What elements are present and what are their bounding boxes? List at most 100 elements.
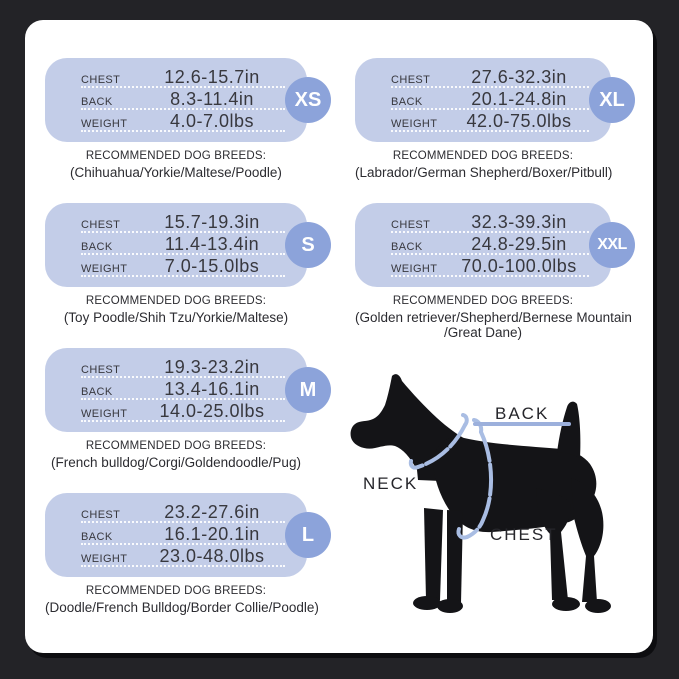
recommended-breeds-m: RECOMMENDED DOG BREEDS: (French bulldog/…: [45, 440, 307, 470]
back-measurement-row: BACK 20.1-24.8in: [391, 88, 589, 110]
chest-measurement-row: CHEST 27.6-32.3in: [391, 66, 589, 88]
diagram-neck-label: NECK: [363, 474, 419, 493]
back-value: 8.3-11.4in: [170, 89, 254, 109]
chest-strap: [465, 430, 493, 539]
chest-strap-end-curl: [456, 527, 469, 540]
back-measurement-row: BACK 24.8-29.5in: [391, 233, 589, 255]
size-chart-card: CHEST 12.6-15.7in BACK 8.3-11.4in WEIGHT…: [25, 20, 653, 653]
size-badge-xs: XS: [285, 77, 331, 123]
size-panel-xxl: CHEST 32.3-39.3in BACK 24.8-29.5in WEIGH…: [355, 203, 635, 287]
size-badge-s: S: [285, 222, 331, 268]
chest-value: 32.3-39.3in: [471, 212, 567, 232]
recommended-title: RECOMMENDED DOG BREEDS:: [392, 150, 574, 162]
back-value: 16.1-20.1in: [164, 524, 260, 544]
weight-measurement-row: WEIGHT 14.0-25.0lbs: [81, 400, 285, 422]
chest-label: CHEST: [391, 74, 431, 86]
neck-strap-end-curl: [408, 459, 420, 470]
weight-label: WEIGHT: [81, 408, 128, 420]
back-value: 11.4-13.4in: [164, 234, 260, 254]
recommended-title: RECOMMENDED DOG BREEDS:: [392, 295, 574, 307]
chest-value: 12.6-15.7in: [164, 67, 260, 87]
weight-measurement-row: WEIGHT 4.0-7.0lbs: [81, 110, 285, 132]
neck-strap-top-curl: [461, 413, 469, 427]
chest-label: CHEST: [81, 364, 121, 376]
weight-label: WEIGHT: [391, 118, 438, 130]
recommended-title: RECOMMENDED DOG BREEDS:: [85, 150, 267, 162]
neck-strap: [416, 423, 467, 469]
weight-measurement-row: WEIGHT 23.0-48.0lbs: [81, 545, 285, 567]
chest-measurement-row: CHEST 12.6-15.7in: [81, 66, 285, 88]
chest-value: 19.3-23.2in: [164, 357, 260, 377]
weight-value: 14.0-25.0lbs: [159, 401, 265, 421]
dog-silhouette-drawing: [350, 374, 611, 613]
breeds-list: (Labrador/German Shepherd/Boxer/Pitbull): [355, 165, 613, 180]
size-panel-xs: CHEST 12.6-15.7in BACK 8.3-11.4in WEIGHT…: [45, 58, 331, 142]
recommended-title: RECOMMENDED DOG BREEDS:: [85, 585, 267, 597]
back-label: BACK: [81, 96, 113, 108]
weight-measurement-row: WEIGHT 70.0-100.0lbs: [391, 255, 589, 277]
weight-value: 7.0-15.0lbs: [164, 256, 260, 276]
back-value: 20.1-24.8in: [471, 89, 567, 109]
weight-value: 42.0-75.0lbs: [466, 111, 572, 131]
size-block-xl: CHEST 27.6-32.3in BACK 20.1-24.8in WEIGH…: [355, 58, 635, 180]
back-measurement-row: BACK 13.4-16.1in: [81, 378, 285, 400]
chest-value: 27.6-32.3in: [471, 67, 567, 87]
recommended-title: RECOMMENDED DOG BREEDS:: [85, 295, 267, 307]
back-label: BACK: [81, 241, 113, 253]
chest-value: 23.2-27.6in: [164, 502, 260, 522]
back-value: 24.8-29.5in: [471, 234, 567, 254]
breeds-list: (Chihuahua/Yorkie/Maltese/Poodle): [70, 165, 282, 180]
size-block-xxl: CHEST 32.3-39.3in BACK 24.8-29.5in WEIGH…: [355, 203, 635, 340]
weight-label: WEIGHT: [81, 553, 128, 565]
chest-label: CHEST: [81, 219, 121, 231]
recommended-breeds-s: RECOMMENDED DOG BREEDS: (Toy Poodle/Shih…: [45, 295, 307, 325]
size-panel-xl: CHEST 27.6-32.3in BACK 20.1-24.8in WEIGH…: [355, 58, 635, 142]
back-value: 13.4-16.1in: [164, 379, 260, 399]
back-measurement-row: BACK 16.1-20.1in: [81, 523, 285, 545]
weight-measurement-row: WEIGHT 42.0-75.0lbs: [391, 110, 589, 132]
recommended-title: RECOMMENDED DOG BREEDS:: [85, 440, 267, 452]
weight-value: 23.0-48.0lbs: [159, 546, 265, 566]
size-block-xs: CHEST 12.6-15.7in BACK 8.3-11.4in WEIGHT…: [45, 58, 331, 180]
chest-label: CHEST: [81, 74, 121, 86]
size-badge-xxl: XXL: [589, 222, 635, 268]
back-measurement-row: BACK 8.3-11.4in: [81, 88, 285, 110]
weight-label: WEIGHT: [81, 118, 128, 130]
chest-label: CHEST: [81, 509, 121, 521]
breeds-list-line2: /Great Dane): [443, 325, 523, 340]
size-panel-l: CHEST 23.2-27.6in BACK 16.1-20.1in WEIGH…: [45, 493, 331, 577]
recommended-breeds-xxl: RECOMMENDED DOG BREEDS: (Golden retrieve…: [355, 295, 632, 340]
chest-measurement-row: CHEST 32.3-39.3in: [391, 211, 589, 233]
back-label: BACK: [391, 241, 423, 253]
diagram-chest-label: CHEST: [490, 525, 558, 544]
back-label: BACK: [81, 531, 113, 543]
recommended-breeds-l: RECOMMENDED DOG BREEDS: (Doodle/French B…: [45, 585, 319, 615]
weight-value: 70.0-100.0lbs: [461, 256, 577, 276]
breeds-list-line1: (Golden retriever/Shepherd/Bernese Mount…: [355, 310, 632, 325]
chest-measurement-row: CHEST 19.3-23.2in: [81, 356, 285, 378]
weight-measurement-row: WEIGHT 7.0-15.0lbs: [81, 255, 285, 277]
size-badge-l: L: [285, 512, 331, 558]
breeds-list: (Toy Poodle/Shih Tzu/Yorkie/Maltese): [63, 310, 289, 325]
size-badge-xl: XL: [589, 77, 635, 123]
back-label: BACK: [81, 386, 113, 398]
size-block-m: CHEST 19.3-23.2in BACK 13.4-16.1in WEIGH…: [45, 348, 331, 470]
weight-label: WEIGHT: [391, 263, 438, 275]
breeds-list: (French bulldog/Corgi/Goldendoodle/Pug): [51, 455, 301, 470]
weight-value: 4.0-7.0lbs: [169, 111, 255, 131]
chest-label: CHEST: [391, 219, 431, 231]
size-block-s: CHEST 15.7-19.3in BACK 11.4-13.4in WEIGH…: [45, 203, 331, 325]
chest-measurement-row: CHEST 23.2-27.6in: [81, 501, 285, 523]
weight-label: WEIGHT: [81, 263, 128, 275]
chest-value: 15.7-19.3in: [164, 212, 260, 232]
recommended-breeds-xs: RECOMMENDED DOG BREEDS: (Chihuahua/Yorki…: [45, 150, 307, 180]
chest-measurement-row: CHEST 15.7-19.3in: [81, 211, 285, 233]
size-panel-m: CHEST 19.3-23.2in BACK 13.4-16.1in WEIGH…: [45, 348, 331, 432]
size-block-l: CHEST 23.2-27.6in BACK 16.1-20.1in WEIGH…: [45, 493, 331, 615]
recommended-breeds-xl: RECOMMENDED DOG BREEDS: (Labrador/German…: [355, 150, 613, 180]
size-panel-s: CHEST 15.7-19.3in BACK 11.4-13.4in WEIGH…: [45, 203, 331, 287]
back-label: BACK: [391, 96, 423, 108]
dog-measurement-diagram: BACK NECK CHEST: [340, 360, 660, 652]
size-badge-m: M: [285, 367, 331, 413]
